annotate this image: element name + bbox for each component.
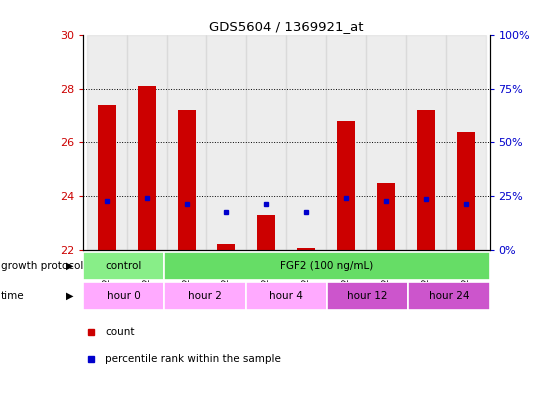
Text: hour 12: hour 12 bbox=[347, 291, 388, 301]
Bar bbox=[457, 132, 475, 250]
Bar bbox=[87, 35, 127, 250]
Bar bbox=[83, 252, 164, 280]
Bar bbox=[83, 282, 164, 310]
Bar bbox=[327, 282, 408, 310]
Text: hour 4: hour 4 bbox=[269, 291, 303, 301]
Text: percentile rank within the sample: percentile rank within the sample bbox=[105, 354, 281, 364]
Bar bbox=[217, 244, 235, 250]
Text: count: count bbox=[105, 327, 135, 337]
Bar bbox=[164, 252, 490, 280]
Bar bbox=[98, 105, 116, 250]
Text: time: time bbox=[1, 291, 25, 301]
Text: growth protocol: growth protocol bbox=[1, 261, 83, 271]
Text: hour 24: hour 24 bbox=[429, 291, 469, 301]
Bar bbox=[164, 282, 246, 310]
Bar bbox=[406, 35, 446, 250]
Text: ▶: ▶ bbox=[66, 261, 73, 271]
Bar bbox=[417, 110, 435, 250]
Text: hour 0: hour 0 bbox=[106, 291, 141, 301]
Bar bbox=[297, 248, 315, 250]
Text: ▶: ▶ bbox=[66, 291, 73, 301]
Text: hour 2: hour 2 bbox=[188, 291, 222, 301]
Bar bbox=[326, 35, 366, 250]
Title: GDS5604 / 1369921_at: GDS5604 / 1369921_at bbox=[209, 20, 363, 33]
Bar bbox=[408, 282, 490, 310]
Bar bbox=[137, 86, 156, 250]
Bar bbox=[377, 183, 395, 250]
Bar bbox=[178, 110, 195, 250]
Bar bbox=[286, 35, 326, 250]
Bar bbox=[207, 35, 246, 250]
Text: control: control bbox=[105, 261, 142, 271]
Bar bbox=[246, 35, 286, 250]
Bar bbox=[127, 35, 166, 250]
Text: FGF2 (100 ng/mL): FGF2 (100 ng/mL) bbox=[280, 261, 373, 271]
Bar bbox=[337, 121, 355, 250]
Bar bbox=[166, 35, 207, 250]
Bar bbox=[257, 215, 276, 250]
Bar bbox=[246, 282, 327, 310]
Bar bbox=[446, 35, 486, 250]
Bar bbox=[366, 35, 406, 250]
